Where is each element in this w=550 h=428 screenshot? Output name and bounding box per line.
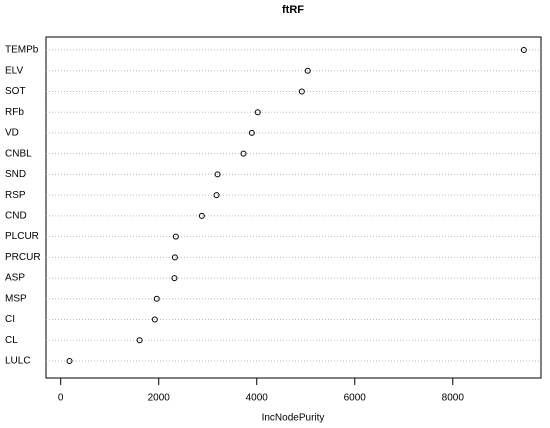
y-tick-label: PRCUR: [5, 252, 41, 263]
dot: [171, 275, 178, 282]
y-tick-label: CNBL: [5, 148, 32, 159]
dot: [298, 88, 305, 95]
plot-frame: [45, 36, 542, 379]
y-tick-label: RFb: [5, 107, 24, 118]
dot: [151, 316, 158, 323]
dot: [66, 358, 73, 364]
y-tick-label: CI: [5, 314, 15, 325]
x-tick-label: 8000: [442, 393, 465, 404]
x-tick-label: 4000: [246, 393, 269, 404]
y-tick-label: SND: [5, 169, 26, 180]
y-tick-label: SOT: [5, 86, 26, 97]
dot: [254, 109, 261, 116]
y-tick-label: PLCUR: [5, 231, 39, 242]
dot: [248, 129, 255, 136]
y-tick-label: RSP: [5, 190, 26, 201]
x-tick-label: 2000: [148, 393, 171, 404]
y-tick-label: TEMPb: [5, 45, 39, 56]
dot: [214, 171, 221, 178]
x-tick-label: 0: [58, 393, 64, 404]
y-tick-label: VD: [5, 128, 19, 139]
dot: [213, 192, 220, 199]
y-tick-label: MSP: [5, 293, 27, 304]
dot: [172, 233, 179, 240]
y-tick-label: ELV: [5, 65, 23, 76]
dot: [520, 47, 527, 53]
x-axis-label: IncNodePurity: [262, 413, 325, 424]
y-tick-label: ASP: [5, 273, 25, 284]
chart-title: ftRF: [282, 4, 304, 16]
dot: [240, 150, 247, 157]
y-tick-label: CND: [5, 211, 27, 222]
dot: [198, 212, 205, 219]
x-tick-label: 6000: [344, 393, 367, 404]
y-tick-label: CL: [5, 335, 18, 346]
dot: [136, 337, 143, 344]
dot: [171, 254, 178, 261]
dot: [153, 295, 160, 302]
dot: [304, 67, 311, 74]
y-tick-label: LULC: [5, 356, 31, 367]
